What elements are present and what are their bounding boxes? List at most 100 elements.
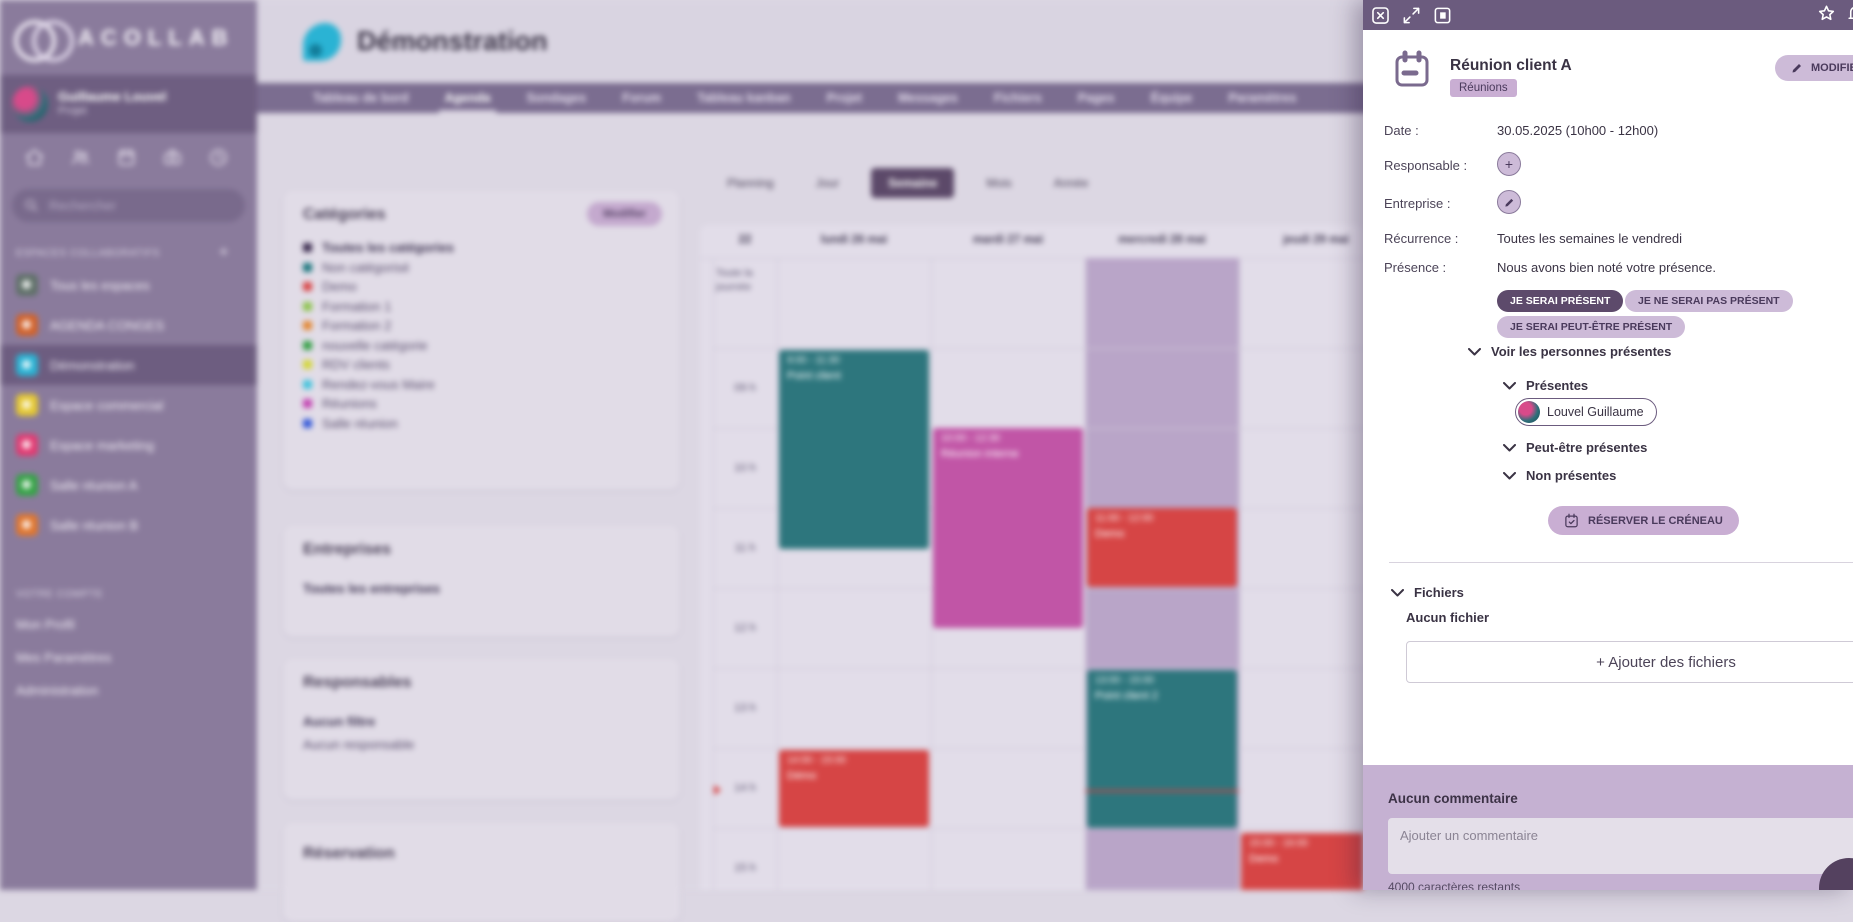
- search-input[interactable]: [47, 197, 221, 214]
- edit-company-button[interactable]: [1497, 190, 1521, 214]
- event-demo-mercredi[interactable]: 11:00 - 12:00 Demo: [1087, 508, 1237, 587]
- category-item[interactable]: Réunions: [303, 394, 660, 414]
- category-item[interactable]: Non catégorisé: [303, 258, 660, 278]
- tab-pages[interactable]: Pages: [1077, 91, 1115, 105]
- sidebar-search[interactable]: [12, 189, 245, 222]
- tab-forum[interactable]: Forum: [622, 91, 662, 105]
- tab-messages[interactable]: Messages: [898, 91, 958, 105]
- company-label: Entreprise :: [1384, 196, 1451, 211]
- sidebar-item-tous-les-espaces[interactable]: Tous les espaces: [0, 265, 257, 305]
- category-item[interactable]: Formation 2: [303, 316, 660, 336]
- chevron-down-icon: [1503, 443, 1516, 451]
- event-point-client-2[interactable]: 13:00 - 15:00 Point client 2: [1087, 670, 1237, 828]
- event-reunion-interne[interactable]: 10:00 - 12:30 Réunion interne: [933, 428, 1083, 628]
- chevron-down-icon: [1503, 471, 1516, 479]
- tab-tableau-de-bord[interactable]: Tableau de bord: [313, 91, 409, 105]
- user-card[interactable]: Guillaume Louvel Projet: [0, 75, 257, 133]
- category-color-swatch: [303, 399, 312, 409]
- view-planning[interactable]: Planning: [727, 176, 774, 190]
- add-files-button[interactable]: + Ajouter des fichiers: [1406, 641, 1853, 683]
- calendar-body[interactable]: Toute la journée 09 h 10 h 11 h 12 h 13 …: [700, 258, 1363, 890]
- category-item[interactable]: Toutes les catégories: [303, 238, 660, 258]
- notifications-icon[interactable]: [1846, 4, 1853, 23]
- view-semaine[interactable]: Semaine: [871, 168, 955, 198]
- category-item[interactable]: Demo: [303, 277, 660, 297]
- event-demo-lundi[interactable]: 14:00 - 15:00 Démo: [779, 750, 929, 827]
- space-icon: [16, 434, 38, 456]
- add-responsible-button[interactable]: +: [1497, 152, 1521, 176]
- category-item[interactable]: Formation 1: [303, 297, 660, 317]
- event-calendar-icon: [1394, 50, 1430, 90]
- presence-will-attend-button[interactable]: JE SERAI PRÉSENT: [1497, 290, 1624, 312]
- view-jour[interactable]: Jour: [815, 176, 840, 190]
- workspace-logo-icon: [303, 22, 341, 61]
- window-mode-icon[interactable]: [1433, 6, 1452, 25]
- event-title: Réunion client A: [1450, 57, 1572, 74]
- booking-panel: Réservation: [283, 822, 680, 922]
- calendar-icon[interactable]: [116, 147, 137, 173]
- sidebar-item-espace-marketing[interactable]: Espace marketing: [0, 425, 257, 465]
- sidebar-item-mes-parametres[interactable]: Mes Paramètres: [16, 650, 112, 665]
- sidebar-item-agenda-conges[interactable]: AGENDA CONGES: [0, 305, 257, 345]
- modify-button[interactable]: MODIFIER: [1775, 55, 1853, 81]
- event-detail-panel: Réunion client A Réunions MODIFIER Date …: [1363, 0, 1853, 890]
- companies-title: Entreprises: [303, 541, 392, 558]
- category-item[interactable]: RDV clients: [303, 355, 660, 375]
- sidebar-item-espace-commercial[interactable]: Espace commercial: [0, 385, 257, 425]
- close-icon[interactable]: [1371, 6, 1390, 25]
- sidebar-item-demonstration[interactable]: Démonstration: [0, 345, 257, 385]
- date-value: 30.05.2025 (10h00 - 12h00): [1497, 123, 1659, 138]
- category-item[interactable]: Rendez-vous Maire: [303, 375, 660, 395]
- characters-remaining: 4000 caractères restants: [1388, 880, 1521, 890]
- presence-will-not-attend-button[interactable]: JE NE SERAI PAS PRÉSENT: [1625, 290, 1793, 312]
- tab-equipe[interactable]: Équipe: [1150, 91, 1193, 105]
- edit-categories-button[interactable]: Modifier: [587, 202, 662, 226]
- chevron-down-icon: [1503, 381, 1516, 389]
- companies-filter-value[interactable]: Toutes les entreprises: [303, 581, 441, 596]
- tab-projet[interactable]: Projet: [826, 91, 863, 105]
- present-group-toggle[interactable]: Présentes: [1503, 378, 1588, 393]
- now-indicator-arrow: [714, 785, 721, 795]
- add-space-button[interactable]: +: [219, 244, 229, 261]
- hour-label: 15 h: [734, 862, 756, 874]
- sidebar-item-administration[interactable]: Administration: [16, 683, 99, 698]
- briefcase-icon[interactable]: [162, 147, 183, 173]
- view-mois[interactable]: Mois: [986, 176, 1012, 190]
- category-color-swatch: [303, 301, 312, 311]
- comments-empty-text: Aucun commentaire: [1388, 791, 1518, 806]
- view-annee[interactable]: Année: [1053, 176, 1089, 190]
- favorite-star-icon[interactable]: [1817, 4, 1836, 23]
- tab-agenda[interactable]: Agenda: [438, 91, 497, 114]
- hour-label: 09 h: [734, 382, 756, 394]
- tab-fichiers[interactable]: Fichiers: [993, 91, 1042, 105]
- tab-sondages[interactable]: Sondages: [526, 91, 587, 105]
- category-item[interactable]: Salle réunion: [303, 414, 660, 434]
- calendar-header-row: 22 lundi 26 mai mardi 27 mai mercredi 28…: [700, 225, 1363, 259]
- comment-input[interactable]: [1388, 818, 1853, 874]
- attendees-toggle[interactable]: Voir les personnes présentes: [1468, 344, 1671, 359]
- maybe-group-toggle[interactable]: Peut-être présentes: [1503, 440, 1647, 455]
- presence-maybe-button[interactable]: JE SERAI PEUT-ÊTRE PRÉSENT: [1497, 316, 1686, 338]
- category-item[interactable]: nouvelle catégorie: [303, 336, 660, 356]
- tab-parametres[interactable]: Paramètres: [1228, 91, 1297, 105]
- expand-icon[interactable]: [1402, 6, 1421, 25]
- event-demo-jeudi[interactable]: 15:00 - 16:00 Demo: [1241, 833, 1363, 890]
- reserve-slot-button[interactable]: RÉSERVER LE CRÉNEAU: [1548, 506, 1739, 535]
- managers-filter[interactable]: Aucun filtre: [303, 714, 376, 729]
- event-point-client[interactable]: 9:00 - 11:30 Point client: [779, 350, 929, 549]
- files-section-toggle[interactable]: Fichiers: [1391, 585, 1464, 600]
- sidebar-item-salle-reunion-a[interactable]: Salle réunion A: [0, 465, 257, 505]
- chevron-down-icon: [1468, 347, 1481, 355]
- users-icon[interactable]: [70, 147, 91, 173]
- sidebar-item-mon-profil[interactable]: Mon Profil: [16, 617, 75, 632]
- home-icon[interactable]: [24, 147, 45, 173]
- allday-label: Toute la journée: [716, 267, 753, 293]
- calendar-check-icon: [1565, 513, 1578, 528]
- clock-icon[interactable]: [208, 147, 229, 173]
- divider: [1389, 562, 1853, 563]
- attendee-chip[interactable]: Louvel Guillaume: [1515, 398, 1657, 426]
- absent-group-toggle[interactable]: Non présentes: [1503, 468, 1616, 483]
- space-icon: [16, 274, 38, 296]
- sidebar-item-salle-reunion-b[interactable]: Salle réunion B: [0, 505, 257, 545]
- tab-tableau-kanban[interactable]: Tableau kanban: [697, 91, 791, 105]
